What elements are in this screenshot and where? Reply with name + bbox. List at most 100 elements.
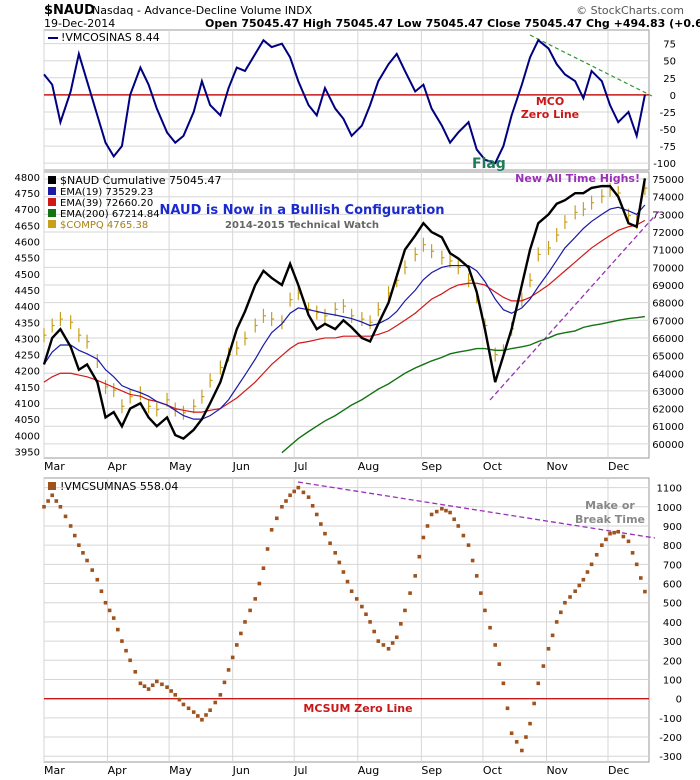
legend-compq: $COMPQ 4765.38 (60, 220, 148, 231)
mcsum-tick-label: -200 (659, 733, 682, 744)
naud-uptrend-line (489, 209, 661, 401)
naud-right-tick-label: 74000 (652, 193, 684, 204)
mcsum-point (483, 608, 487, 613)
legend-ema39: EMA(39) 72660.20 (60, 198, 153, 209)
mcsum-point (323, 531, 327, 536)
chart-symbol: $NAUD (44, 3, 95, 18)
legend-swatch-ema200 (48, 209, 56, 217)
mcsum-point (434, 509, 439, 514)
mcsum-point (341, 570, 346, 574)
mcsum-point (58, 504, 63, 509)
month-label: Aug (358, 460, 379, 473)
month-label: Jul (293, 764, 307, 777)
mcsum-point (116, 627, 120, 632)
mcsum-point (550, 633, 555, 638)
mcsum-point (429, 512, 434, 517)
mcsum-point (337, 560, 342, 565)
mco-tick-label: -100 (653, 159, 676, 170)
mcsum-point (594, 552, 599, 557)
compq-bars (43, 181, 648, 420)
naud-right-tick-label: 71000 (652, 246, 684, 257)
mcsum-point (390, 641, 395, 645)
mcsum-point (169, 689, 173, 693)
mcsum-point (630, 551, 635, 555)
mcsum-point (150, 683, 155, 688)
mcsum-point (274, 516, 279, 521)
mcsum-point (541, 664, 546, 668)
mcsum-point (95, 577, 100, 582)
mcsum-legend-swatch (48, 482, 56, 490)
month-label: Jun (232, 460, 250, 473)
naud-cumulative-line (42, 178, 647, 440)
mcsum-tick-label: -300 (659, 752, 682, 763)
mcsum-point (234, 643, 239, 647)
mcsum-point (280, 504, 284, 509)
mcsum-point (239, 631, 243, 636)
mco-tick-label: 50 (663, 57, 676, 68)
mcsum-point (288, 493, 292, 498)
mcsum-point (372, 629, 376, 634)
mcsum-point (514, 740, 519, 744)
mcsum-point (63, 514, 68, 519)
mcsum-tick-label: 0 (676, 695, 682, 706)
mco-annotation-line1: MCO (536, 95, 564, 108)
mcsum-point (85, 558, 89, 563)
mco-series-line (43, 38, 646, 165)
mco-tick-label: 0 (670, 91, 676, 102)
mcsum-panel-frame (43, 477, 650, 763)
mcsum-point (621, 534, 626, 539)
mcsum-point (133, 670, 138, 674)
mcsum-point (230, 655, 235, 660)
mcsum-point (634, 562, 639, 567)
mcsum-tick-label: -100 (659, 714, 682, 725)
naud-left-tick-label: 3950 (15, 448, 40, 459)
mcsum-tick-label: 400 (663, 618, 682, 629)
series-lines (42, 38, 647, 454)
mcsum-tick-label: 300 (663, 637, 682, 648)
mcsum-point (608, 531, 612, 536)
naud-right-tick-label: 67000 (652, 316, 684, 327)
mcsum-point (181, 702, 186, 707)
mcsum-point (425, 524, 430, 528)
mcsum-point (154, 679, 159, 684)
naud-left-tick-label: 4700 (15, 205, 40, 216)
mcsum-point (509, 731, 514, 736)
mcsum-tick-label: 1000 (657, 503, 682, 514)
mcsum-point (257, 581, 262, 586)
ohlc-readout: Open 75045.47 High 75045.47 Low 75045.47… (205, 17, 700, 30)
legend-swatch-ema19 (48, 187, 56, 195)
mcsum-point (386, 646, 391, 651)
mcsum-point (638, 576, 643, 580)
mcsum-point (253, 597, 258, 601)
mcsum-point (103, 600, 108, 605)
naud-left-tick-label: 4450 (15, 286, 40, 297)
mcsum-point (50, 493, 55, 498)
mcsum-point (90, 568, 94, 572)
mcsum-point (421, 535, 426, 540)
mcsum-point (222, 680, 227, 685)
naud-left-tick-label: 4800 (15, 173, 40, 184)
naud-right-tick-label: 69000 (652, 281, 684, 292)
mcsum-zero-annotation: MCSUM Zero Line (303, 702, 412, 715)
mcsum-point (532, 701, 536, 706)
mcsum-point (243, 620, 247, 624)
mcsum-point (585, 570, 590, 574)
mco-tick-label: -75 (660, 142, 676, 153)
mcsum-point (310, 504, 315, 508)
mco-tick-label: -25 (660, 108, 676, 119)
naud-right-tick-label: 63000 (652, 387, 684, 398)
mcsum-point (46, 499, 50, 503)
mcsum-point (577, 583, 582, 588)
naud-left-tick-label: 4250 (15, 351, 40, 362)
mcsum-point (616, 529, 621, 534)
legend-ema19: EMA(19) 73529.23 (60, 187, 153, 198)
mcsum-point (301, 490, 306, 495)
mcsum-point (124, 648, 128, 653)
mcsum-point (497, 662, 502, 666)
naud-right-tick-label: 65000 (652, 352, 684, 363)
mcsum-point (146, 687, 151, 691)
mcsum-point (218, 693, 223, 697)
naud-right-tick-label: 68000 (652, 299, 684, 310)
mcsum-point (261, 566, 266, 570)
mcsum-point (505, 706, 510, 711)
